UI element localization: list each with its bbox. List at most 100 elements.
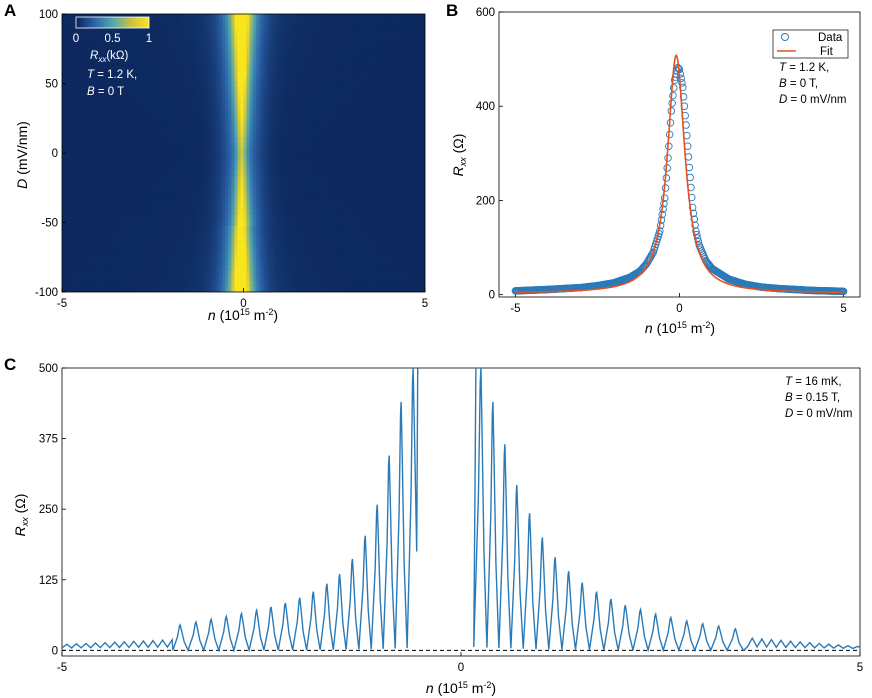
heatmap-cell [382, 230, 387, 237]
heatmap-cell [285, 136, 290, 143]
heatmap-cell [140, 253, 145, 260]
heatmap-cell [65, 164, 69, 171]
heatmap-cell [255, 119, 260, 126]
heatmap-cell [325, 236, 329, 243]
heatmap-cell [319, 108, 323, 115]
heatmap-cell [316, 186, 320, 193]
heatmap-cell [222, 169, 226, 176]
heatmap-cell [134, 80, 139, 87]
heatmap-cell [201, 102, 205, 110]
heatmap-cell [213, 125, 217, 132]
heatmap-cell [291, 247, 296, 254]
heatmap-cell [107, 236, 111, 243]
heatmap-cell [307, 114, 311, 121]
heatmap-cell [189, 247, 193, 254]
heatmap-cell [107, 119, 111, 126]
heatmap-cell [355, 230, 360, 237]
heatmap-cell [183, 136, 187, 143]
heatmap-cell [128, 136, 133, 143]
heatmap-cell [270, 164, 275, 171]
heatmap-cell [406, 136, 411, 143]
heatmap-cell [204, 164, 208, 171]
heatmap-cell [207, 175, 211, 182]
heatmap-cell [179, 153, 184, 160]
heatmap-cell [258, 247, 263, 254]
heatmap-cell [355, 102, 360, 110]
heatmap-cell [418, 169, 423, 176]
heatmap-cell [409, 97, 414, 104]
heatmap-cell [249, 208, 254, 215]
heatmap-cell [288, 114, 293, 121]
heatmap-cell [92, 214, 96, 221]
heatmap-cell [98, 125, 102, 132]
heatmap-cell [143, 69, 148, 76]
heatmap-cell [86, 214, 90, 221]
heatmap-cell [300, 102, 305, 110]
heatmap-cell [415, 108, 420, 115]
heatmap-cell [83, 258, 87, 265]
heatmap-cell [382, 158, 387, 165]
heatmap-cell [276, 114, 281, 121]
heatmap-cell [170, 58, 175, 65]
heatmap-cell [186, 147, 190, 154]
heatmap-cell [325, 114, 329, 121]
heatmap-cell [364, 280, 369, 288]
heatmap-cell [412, 214, 417, 221]
heatmap-cell [337, 164, 341, 171]
heatmap-cell [373, 147, 378, 154]
heatmap-cell [255, 64, 260, 71]
heatmap-cell [370, 108, 375, 115]
heatmap-cell [252, 125, 257, 132]
heatmap-cell [328, 175, 332, 182]
heatmap-cell [131, 180, 136, 187]
heatmap-cell [288, 203, 293, 210]
heatmap-cell [264, 69, 269, 76]
heatmap-cell [313, 75, 317, 82]
heatmap-cell [213, 80, 217, 87]
heatmap-cell [225, 153, 229, 160]
heatmap-cell [300, 114, 305, 121]
heatmap-cell [201, 186, 205, 193]
heatmap-cell [231, 164, 236, 171]
heatmap-cell [358, 80, 363, 87]
heatmap-cell [213, 164, 217, 171]
heatmap-cell [137, 280, 142, 288]
heatmap-cell [225, 119, 229, 126]
heatmap-cell [183, 119, 187, 126]
heatmap-cell [71, 114, 75, 121]
heatmap-cell [107, 269, 111, 276]
heatmap-cell [89, 258, 93, 265]
heatmap-cell [152, 280, 157, 288]
heatmap-cell [352, 136, 357, 143]
heatmap-cell [201, 180, 205, 187]
heatmap-cell [207, 219, 211, 226]
heatmap-cell [273, 114, 278, 121]
heatmap-cell [421, 197, 425, 204]
heatmap-cell [183, 208, 187, 215]
heatmap-cell [170, 141, 175, 149]
heatmap-cell [376, 197, 381, 204]
heatmap-cell [167, 58, 172, 65]
heatmap-cell [110, 75, 115, 82]
heatmap-cell [140, 164, 145, 171]
heatmap-cell [343, 97, 347, 104]
heatmap-cell [201, 264, 205, 271]
heatmap-cell [74, 180, 78, 187]
heatmap-cell [388, 253, 393, 260]
heatmap-cell [140, 275, 145, 282]
heatmap-cell [98, 280, 102, 288]
heatmap-cell [322, 258, 326, 265]
heatmap-cell [204, 253, 208, 260]
heatmap-cell [228, 203, 233, 210]
heatmap-cell [219, 197, 223, 204]
heatmap-a [62, 14, 425, 292]
heatmap-cell [222, 136, 226, 143]
heatmap-cell [316, 86, 320, 93]
heatmap-cell [358, 264, 363, 271]
heatmap-cell [146, 114, 151, 121]
heatmap-cell [403, 275, 408, 282]
heatmap-cell [346, 186, 350, 193]
heatmap-cell [146, 186, 151, 193]
heatmap-cell [216, 275, 220, 282]
heatmap-cell [198, 119, 202, 126]
